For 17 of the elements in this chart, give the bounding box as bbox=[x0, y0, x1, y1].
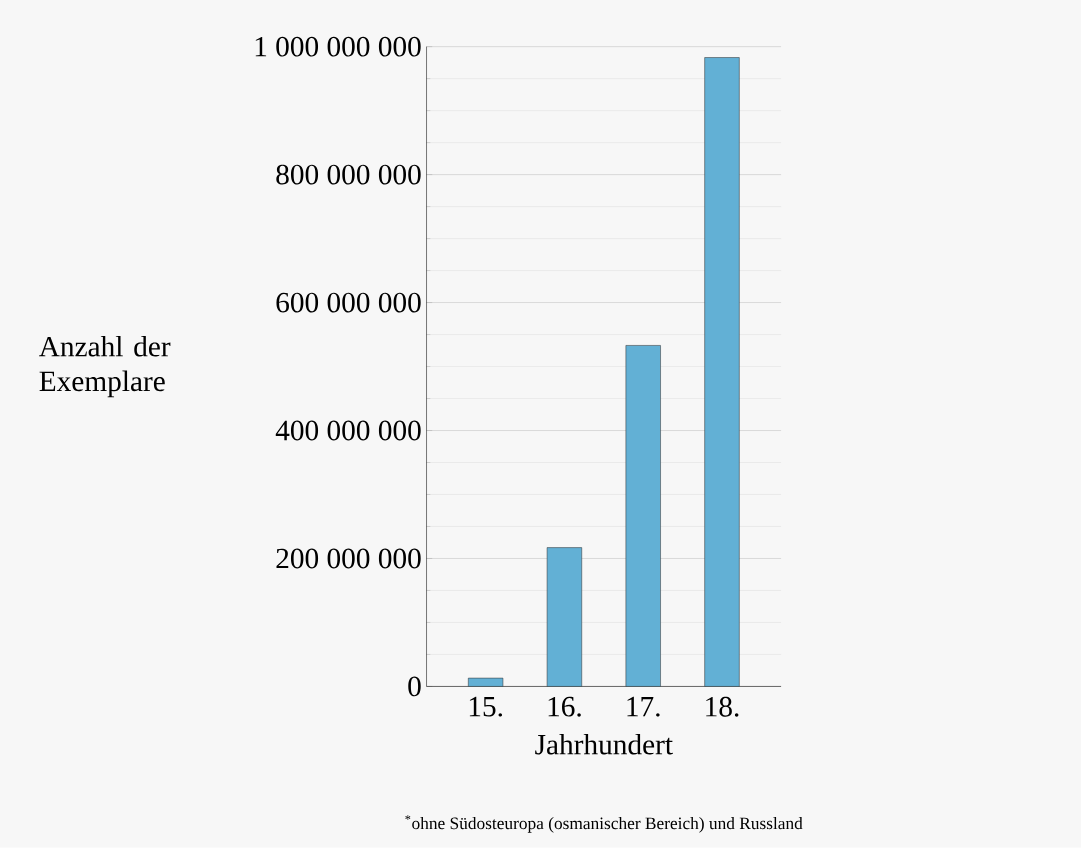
x-tick-label: 16. bbox=[548, 696, 581, 717]
y-tick-label: 0 bbox=[408, 676, 421, 697]
bar bbox=[546, 547, 583, 687]
y-tick-label: 200 000 000 bbox=[276, 548, 421, 569]
x-tick-label: 18. bbox=[706, 696, 739, 717]
x-axis-title: Jahrhundert bbox=[535, 734, 673, 755]
x-tick-label: 17. bbox=[627, 696, 660, 717]
y-tick-label: 600 000 000 bbox=[276, 292, 421, 313]
y-axis-title: Anzahl der Exemplare bbox=[39, 336, 171, 398]
bar bbox=[625, 345, 661, 687]
y-tick-label: 1 000 000 000 bbox=[255, 36, 421, 57]
y-tick-label: 400 000 000 bbox=[275, 420, 421, 441]
x-tick-label: 15. bbox=[469, 696, 503, 717]
bar bbox=[468, 677, 504, 687]
text: $^{*}$ohne Südosteuropa (osmanischer Bereich) und Russland bbox=[405, 815, 803, 833]
bar bbox=[704, 57, 740, 687]
y-tick-label: 800 000 000 bbox=[276, 164, 421, 185]
